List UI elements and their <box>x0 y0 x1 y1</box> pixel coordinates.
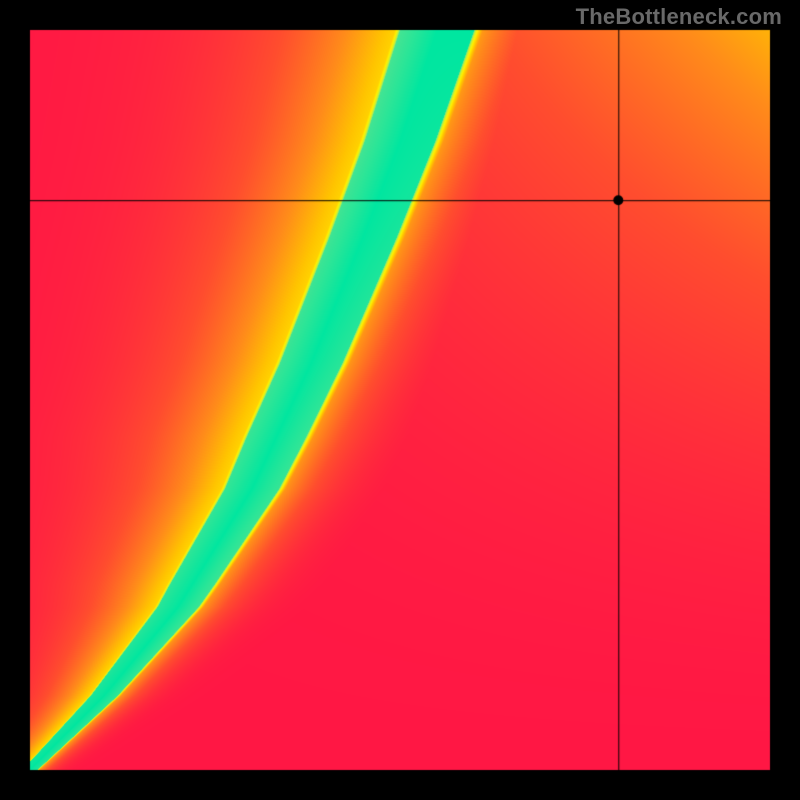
bottleneck-heatmap <box>0 0 800 800</box>
chart-container: TheBottleneck.com <box>0 0 800 800</box>
watermark-text: TheBottleneck.com <box>576 4 782 30</box>
